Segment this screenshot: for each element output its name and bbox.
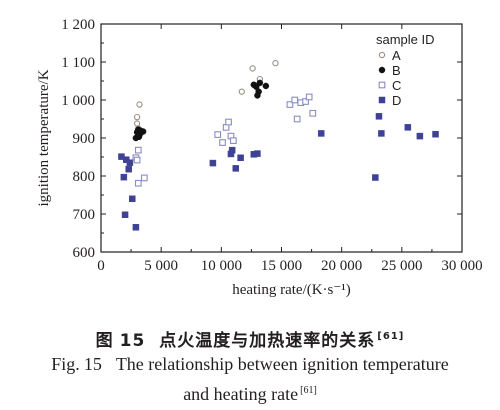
data-point-d	[432, 130, 439, 138]
x-tick-label: 15 000	[261, 258, 302, 274]
caption-cn-text: 点火温度与加热速率的关系	[159, 331, 376, 351]
y-axis-label: ignition temperature/K	[36, 69, 52, 206]
data-point-d	[254, 150, 261, 157]
data-point-d	[209, 159, 217, 167]
legend-marker-c	[378, 81, 386, 89]
y-tick-label: 1 200	[61, 17, 95, 33]
caption-en-text-line2: and heating rate	[183, 384, 299, 404]
data-point-a	[238, 88, 245, 95]
y-tick-label: 600	[73, 245, 96, 261]
data-point-b	[254, 92, 261, 99]
y-tick-label: 900	[73, 131, 96, 147]
y-tick-label: 800	[73, 169, 96, 185]
legend-marker-b	[378, 66, 386, 74]
data-point-d	[317, 130, 325, 137]
data-point-c	[133, 156, 141, 164]
data-point-c	[214, 131, 222, 138]
caption-en-ref: [61]	[300, 385, 317, 396]
legend-label-c: C	[392, 78, 401, 93]
data-point-d	[228, 146, 236, 154]
data-point-a	[272, 59, 279, 67]
data-point-d	[232, 165, 240, 172]
data-point-c	[286, 101, 294, 108]
data-point-b	[256, 79, 264, 87]
y-tick-label: 1 100	[61, 55, 95, 71]
caption-en-label: Fig.	[51, 354, 80, 374]
data-point-d	[132, 224, 140, 231]
x-tick-label: 30 000	[441, 258, 482, 274]
legend-title: sample ID	[376, 32, 435, 47]
data-point-c	[293, 115, 301, 123]
data-point-b	[135, 133, 143, 141]
data-points	[118, 59, 439, 231]
caption-english-line2: and heating rate [61]	[0, 384, 500, 405]
legend-item-b: B	[378, 63, 401, 78]
data-point-c	[134, 146, 142, 154]
data-point-a	[133, 120, 141, 127]
caption-cn-ref: [61]	[377, 331, 405, 342]
x-axis-label: heating rate/(K·s⁻¹)	[232, 282, 351, 298]
data-point-c	[309, 109, 317, 117]
legend-marker-a	[378, 51, 386, 59]
scatter-chart: 0 5 000 10 000 15 000 20 000 25 000 30 000 600 7…	[36, 17, 483, 298]
x-tick-label: 20 000	[321, 258, 362, 274]
data-point-d	[404, 124, 412, 131]
x-tick-label: 10 000	[201, 258, 242, 274]
caption-english-line1: Fig. 15 The relationship between ignition …	[0, 354, 500, 375]
data-point-c	[222, 124, 230, 131]
y-tick-label: 700	[73, 207, 96, 223]
caption-cn-label: 图	[95, 331, 114, 351]
data-point-d	[375, 113, 383, 120]
y-tick-label: 1 000	[61, 93, 95, 109]
caption-cn-number: 15	[119, 331, 146, 351]
data-point-b	[139, 128, 147, 135]
data-point-c	[134, 179, 142, 187]
data-point-c	[230, 137, 237, 145]
data-point-c	[140, 174, 148, 182]
series-b	[132, 79, 270, 142]
data-point-d	[121, 211, 129, 219]
caption-en-number: 15	[83, 354, 102, 374]
legend-item-c: C	[378, 78, 401, 93]
data-point-d	[126, 159, 134, 166]
x-tick-label: 0	[97, 258, 105, 274]
legend-marker-d	[378, 96, 386, 104]
legend-label-a: A	[392, 48, 401, 63]
data-point-d	[237, 154, 244, 162]
caption-chinese: 图 15 点火温度与加热速率的关系 [61]	[0, 326, 500, 351]
data-point-a	[249, 65, 256, 72]
data-point-d	[125, 165, 132, 173]
x-tick-label: 25 000	[381, 258, 422, 274]
data-point-d	[416, 132, 424, 140]
series-d	[118, 113, 439, 231]
data-point-a	[133, 113, 141, 121]
x-tick-label: 5 000	[144, 258, 178, 274]
legend-label-d: D	[392, 93, 401, 108]
data-point-c	[302, 98, 309, 105]
data-point-c	[291, 96, 299, 104]
data-point-d	[372, 174, 379, 181]
data-point-c	[225, 118, 232, 126]
legend-item-a: A	[378, 48, 401, 63]
axes: 0 5 000 10 000 15 000 20 000 25 000 30 000 600 7…	[36, 17, 483, 298]
data-point-b	[262, 82, 270, 90]
data-point-c	[219, 139, 226, 146]
caption-en-text-line1: The relationship between ignition temper…	[115, 354, 449, 374]
legend-item-d: D	[378, 93, 401, 108]
data-point-a	[136, 101, 143, 108]
data-point-d	[378, 130, 385, 137]
data-point-d	[120, 173, 128, 181]
legend-label-b: B	[392, 63, 401, 78]
series-c	[132, 93, 317, 187]
data-point-d	[129, 195, 136, 203]
plot-frame	[100, 23, 463, 253]
data-point-c	[305, 93, 313, 101]
